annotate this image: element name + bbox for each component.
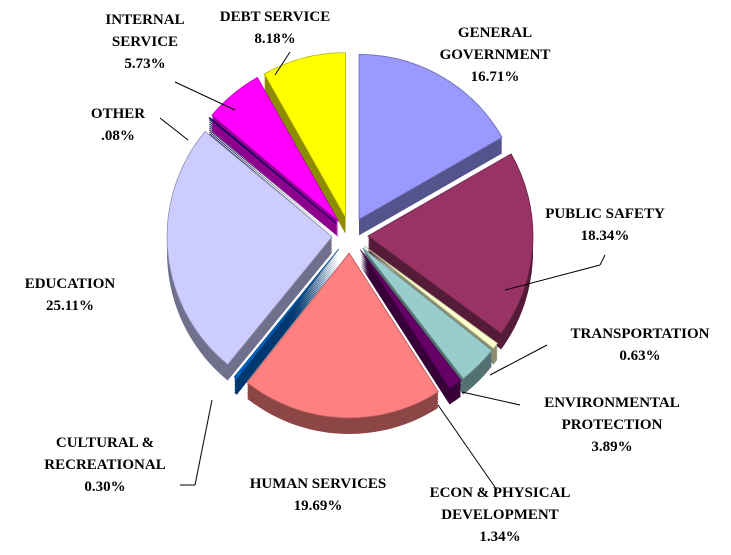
slice-label: GENERAL GOVERNMENT 16.71% (410, 22, 580, 88)
category-label: CULTURAL & RECREATIONAL (44, 435, 166, 473)
leader-line (174, 81, 236, 111)
slice (358, 54, 503, 221)
slice-side (209, 129, 337, 236)
value-label: 16.71% (470, 69, 520, 85)
value-label: .08% (101, 128, 135, 144)
category-label: HUMAN SERVICES (249, 476, 387, 492)
leader-line (159, 117, 189, 141)
category-label: ENVIRONMENTAL PROTECTION (544, 395, 680, 433)
slice (233, 248, 340, 380)
slice (263, 52, 346, 220)
category-label: EDUCATION (24, 276, 116, 292)
value-label: 25.11% (46, 298, 94, 314)
value-label: 5.73% (124, 56, 166, 72)
value-label: 0.63% (619, 348, 661, 364)
value-label: 3.89% (591, 439, 633, 455)
value-label: 8.18% (254, 31, 296, 47)
slice-label: CULTURAL & RECREATIONAL 0.30% (20, 432, 190, 498)
leader-line (461, 391, 521, 406)
pie-layer (166, 52, 534, 419)
slice-side (209, 131, 337, 238)
category-label: ECON & PHYSICAL DEVELOPMENT (429, 485, 571, 523)
slice (362, 247, 493, 380)
value-label: 1.34% (479, 529, 521, 545)
leader-line (194, 399, 213, 486)
slice-label: INTERNAL SERVICE 5.73% (95, 9, 195, 75)
value-label: 19.69% (293, 498, 343, 514)
slice (211, 76, 339, 222)
slice (208, 117, 337, 224)
leader-line (489, 344, 548, 376)
slice (166, 130, 333, 366)
category-label: PUBLIC SAFETY (545, 206, 665, 222)
slice-label: DEBT SERVICE 8.18% (205, 6, 345, 50)
leader-line (599, 254, 606, 266)
slice-side (209, 133, 337, 240)
category-label: TRANSPORTATION (570, 326, 710, 342)
slice-label: PUBLIC SAFETY 18.34% (515, 203, 695, 247)
category-label: GENERAL GOVERNMENT (439, 25, 551, 63)
slice-label: EDUCATION 25.11% (0, 273, 140, 317)
category-label: DEBT SERVICE (219, 9, 331, 25)
slice-label: HUMAN SERVICES 19.69% (218, 473, 418, 517)
leader-lines (159, 51, 606, 491)
slice (246, 252, 439, 419)
slice-label: ECON & PHYSICAL DEVELOPMENT 1.34% (400, 482, 600, 548)
slice-label: OTHER .08% (78, 103, 158, 147)
value-label: 0.30% (84, 479, 126, 495)
leader-line (274, 51, 291, 76)
slice-label: TRANSPORTATION 0.63% (540, 323, 731, 367)
slice-label: ENVIRONMENTAL PROTECTION 3.89% (522, 392, 702, 458)
slice (364, 245, 499, 350)
leader-line (437, 404, 498, 491)
category-label: OTHER (90, 106, 146, 122)
slice (367, 153, 534, 334)
slice (360, 249, 462, 390)
value-label: 18.34% (580, 228, 630, 244)
category-label: INTERNAL SERVICE (105, 12, 185, 50)
leader-line (504, 264, 601, 291)
